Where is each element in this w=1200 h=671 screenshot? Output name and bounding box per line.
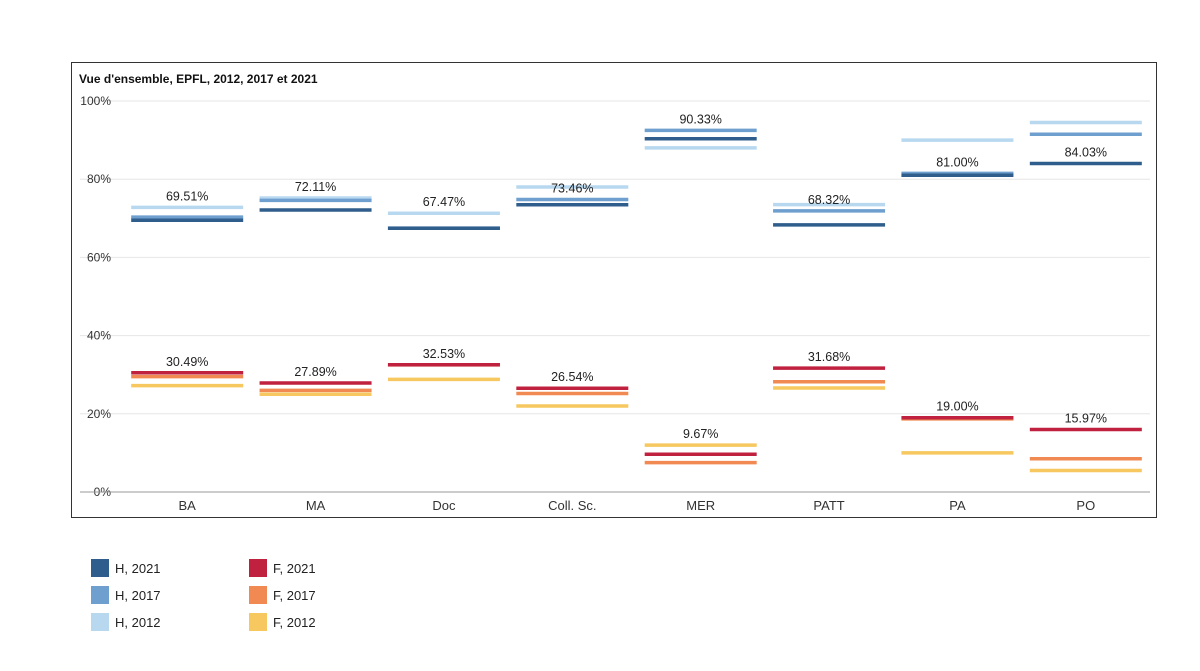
legend-item: F, 2012 xyxy=(249,613,316,631)
x-tick-label: BA xyxy=(179,498,197,513)
data-label: 68.32% xyxy=(808,193,850,207)
data-label: 72.11% xyxy=(295,180,336,194)
data-label: 73.46% xyxy=(551,182,593,196)
x-tick-label: PA xyxy=(949,498,966,513)
y-tick-label: 40% xyxy=(87,329,111,343)
legend-swatch xyxy=(91,559,109,577)
legend-swatch xyxy=(91,613,109,631)
y-tick-label: 80% xyxy=(87,172,111,186)
legend-item: H, 2012 xyxy=(91,613,161,631)
data-label: 30.49% xyxy=(166,355,208,369)
data-label: 9.67% xyxy=(683,427,718,441)
legend-label: F, 2017 xyxy=(273,587,316,603)
legend-item: H, 2017 xyxy=(91,586,161,604)
data-label: 69.51% xyxy=(166,189,208,203)
x-tick-label: PATT xyxy=(813,498,844,513)
chart-frame xyxy=(71,62,1157,518)
x-tick-label: Coll. Sc. xyxy=(548,498,596,513)
legend-label: H, 2012 xyxy=(115,614,161,630)
y-tick-label: 60% xyxy=(87,250,111,264)
data-label: 32.53% xyxy=(423,347,465,361)
x-tick-label: PO xyxy=(1076,498,1095,513)
legend-label: H, 2021 xyxy=(115,560,161,576)
legend-label: H, 2017 xyxy=(115,587,161,603)
data-label: 90.33% xyxy=(679,112,721,126)
legend-swatch xyxy=(249,586,267,604)
x-tick-label: MA xyxy=(306,498,326,513)
data-label: 67.47% xyxy=(423,195,465,209)
y-tick-label: 100% xyxy=(80,94,111,108)
legend-label: F, 2012 xyxy=(273,614,316,630)
data-label: 81.00% xyxy=(936,155,978,169)
data-label: 15.97% xyxy=(1065,412,1107,426)
legend-item: F, 2017 xyxy=(249,586,316,604)
chart-title: Vue d'ensemble, EPFL, 2012, 2017 et 2021 xyxy=(79,72,318,86)
data-label: 27.89% xyxy=(294,365,336,379)
legend-swatch xyxy=(91,586,109,604)
x-tick-label: Doc xyxy=(432,498,456,513)
data-label: 26.54% xyxy=(551,370,593,384)
legend-swatch xyxy=(249,613,267,631)
legend-item: F, 2021 xyxy=(249,559,316,577)
legend-label: F, 2021 xyxy=(273,560,316,576)
legend-item: H, 2021 xyxy=(91,559,161,577)
data-label: 84.03% xyxy=(1065,145,1107,159)
legend-swatch xyxy=(249,559,267,577)
data-label: 19.00% xyxy=(936,400,978,414)
data-label: 31.68% xyxy=(808,350,850,364)
x-tick-label: MER xyxy=(686,498,715,513)
y-tick-label: 20% xyxy=(87,407,111,421)
